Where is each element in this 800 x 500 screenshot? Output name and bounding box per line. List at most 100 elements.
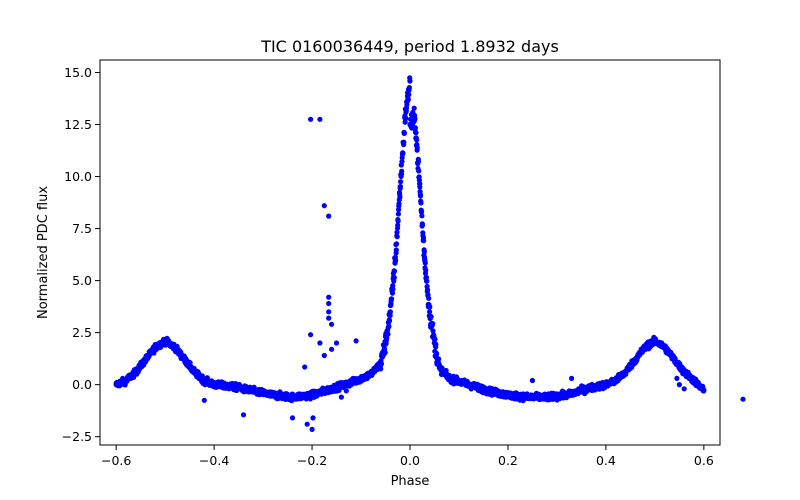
x-tick-label: −0.2 (297, 453, 327, 468)
data-point (652, 338, 658, 344)
data-point (399, 159, 405, 165)
data-point (691, 377, 697, 384)
data-point (152, 344, 158, 350)
outlier-point (317, 116, 323, 122)
data-point (671, 357, 678, 363)
data-point (172, 344, 178, 350)
data-point (603, 382, 609, 388)
data-point (662, 344, 668, 350)
data-point (397, 184, 403, 190)
y-tick-label: −2.5 (62, 429, 92, 444)
y-tick-label: 0.0 (72, 377, 92, 392)
data-point (583, 386, 589, 392)
data-point (399, 168, 405, 174)
data-point (113, 382, 119, 388)
data-point (422, 257, 428, 263)
x-tick-label: 0.6 (694, 453, 714, 468)
data-point (424, 287, 431, 293)
chart-title: TIC 0160036449, period 1.8932 days (260, 37, 559, 56)
data-point (396, 201, 402, 207)
outlier-point (308, 332, 314, 338)
outlier-point (308, 116, 314, 122)
outlier-point (310, 415, 316, 421)
data-point (394, 229, 400, 235)
data-point (434, 350, 440, 357)
outlier-point (326, 213, 332, 219)
data-point (401, 130, 408, 136)
outlier-point (333, 340, 340, 346)
data-point (162, 338, 168, 344)
data-point (417, 193, 424, 199)
outlier-point (353, 338, 359, 344)
data-point (309, 392, 315, 398)
data-point (642, 344, 648, 350)
data-point (416, 168, 422, 174)
data-point (436, 356, 442, 362)
y-tick-label: 7.5 (72, 221, 92, 236)
x-tick-label: 0.0 (400, 453, 420, 468)
outlier-point (343, 388, 349, 394)
data-point (418, 200, 424, 206)
outlier-point (326, 294, 332, 300)
outlier-point (569, 375, 575, 381)
data-point (564, 392, 570, 398)
y-tick-label: 2.5 (72, 325, 92, 340)
data-point (382, 350, 388, 356)
data-point (378, 366, 384, 372)
y-tick-label: 15.0 (64, 65, 92, 80)
outlier-point (304, 421, 310, 427)
data-point (423, 267, 429, 273)
data-point (378, 361, 384, 367)
data-point (201, 377, 207, 384)
data-point (407, 121, 413, 128)
y-tick-label: 10.0 (64, 169, 92, 184)
data-point (423, 274, 429, 280)
y-axis-ticks: −2.5 0.0 2.5 5.0 7.5 10.0 12.5 15.0 (62, 65, 100, 444)
data-point (424, 278, 430, 284)
data-point (382, 340, 389, 346)
data-point (182, 357, 188, 363)
data-point (393, 247, 399, 253)
data-point (419, 213, 425, 219)
data-point (395, 222, 401, 228)
data-point (701, 388, 707, 394)
data-point (427, 304, 433, 310)
data-point (412, 125, 418, 131)
data-point (395, 218, 401, 224)
data-point (505, 392, 511, 398)
outlier-point (201, 397, 207, 403)
data-point (250, 388, 256, 394)
x-tick-label: 0.4 (596, 453, 616, 468)
outlier-point (338, 394, 344, 400)
data-point (386, 318, 393, 324)
data-point (414, 137, 420, 143)
data-point (231, 384, 237, 390)
data-point (400, 150, 406, 156)
data-point (123, 377, 129, 384)
x-axis-ticks: −0.6 −0.4 −0.2 0.0 0.2 0.4 0.6 (101, 445, 714, 468)
data-point (389, 296, 395, 302)
data-point (411, 105, 417, 111)
data-point (398, 179, 404, 185)
data-point (385, 331, 391, 337)
data-point (348, 380, 354, 386)
data-point (406, 85, 412, 91)
data-point (401, 139, 407, 145)
data-point (413, 130, 419, 136)
outlier-point (676, 382, 683, 388)
data-point (402, 115, 408, 121)
data-point (386, 323, 392, 329)
data-point (142, 357, 149, 363)
data-point (406, 92, 412, 98)
data-point (368, 371, 374, 377)
data-point (391, 268, 398, 274)
data-point (395, 211, 401, 217)
x-axis-label: Phase (391, 474, 430, 489)
data-point (133, 369, 139, 375)
data-point (392, 257, 398, 263)
data-point (412, 115, 418, 121)
outlier-point (309, 426, 315, 432)
data-point (446, 375, 452, 381)
data-point (421, 249, 427, 255)
